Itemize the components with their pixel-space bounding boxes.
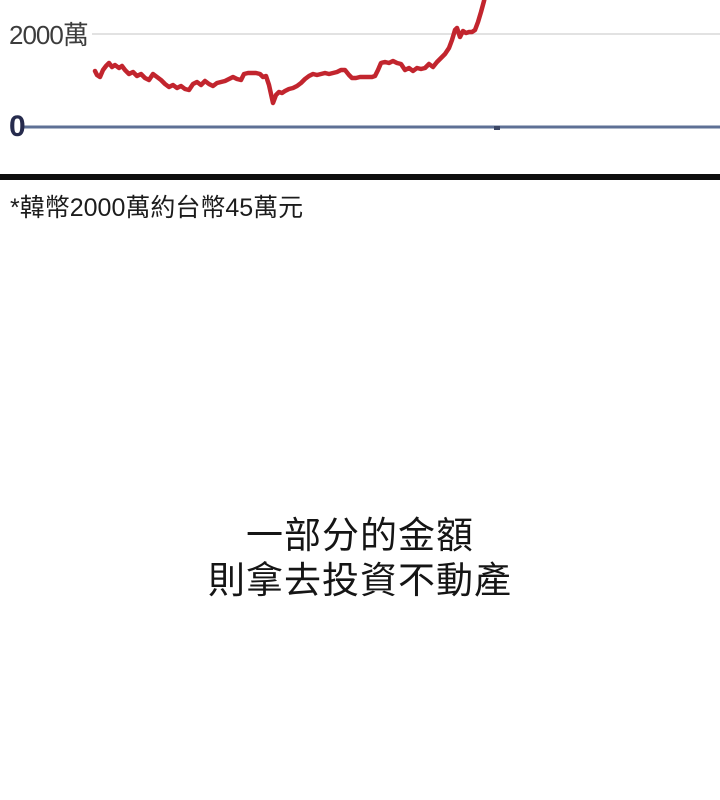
caption-line-1: 一部分的金額 xyxy=(246,515,474,556)
asset-line-chart: 2000萬 0 xyxy=(0,0,720,170)
axis-tick-mark xyxy=(494,126,500,130)
chart-canvas xyxy=(23,0,720,130)
currency-footnote: *韓幣2000萬約台幣45萬元 xyxy=(10,194,304,222)
price-line xyxy=(92,0,487,106)
section-divider xyxy=(0,174,720,180)
y-axis-label-0: 0 xyxy=(9,110,26,143)
caption-text: 一部分的金額 則拿去投資不動產 xyxy=(0,513,720,603)
y-axis-label-2000: 2000萬 xyxy=(9,20,89,50)
caption-line-2: 則拿去投資不動產 xyxy=(208,560,512,601)
